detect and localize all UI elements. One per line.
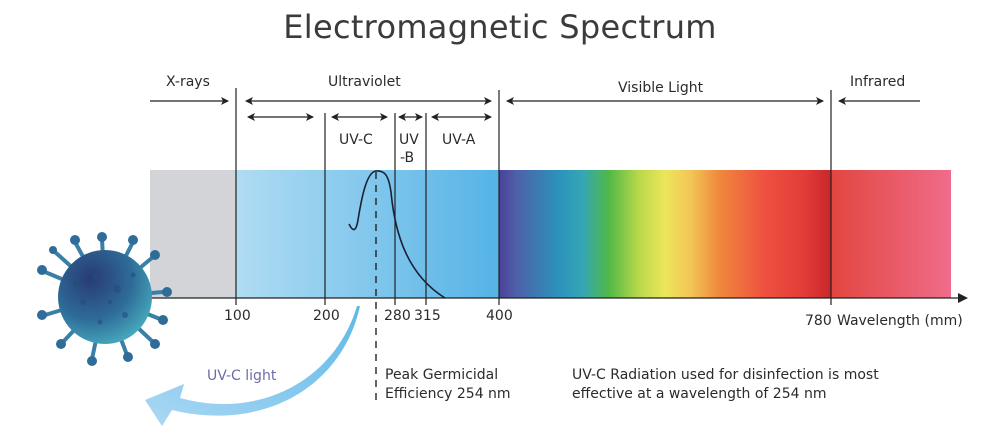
uvc-light-label: UV-C light (207, 368, 277, 384)
ultraviolet-label: Ultraviolet (328, 74, 401, 90)
tick-280: 280 (384, 308, 411, 324)
tick-780: 780 (805, 313, 832, 329)
virus-icon (37, 232, 172, 366)
uv-band (236, 170, 499, 298)
tick-315: 315 (414, 308, 441, 324)
infrared-band (831, 170, 951, 298)
uva-label: UV-A (442, 132, 476, 148)
tick-400: 400 (486, 308, 513, 324)
visible-light-label: Visible Light (618, 80, 704, 96)
xrays-label: X-rays (166, 74, 210, 90)
axis-arrow-icon (958, 293, 968, 303)
infrared-label: Infrared (850, 74, 906, 90)
uvb-label-line1: UV (399, 132, 419, 148)
diagram-title: Electromagnetic Spectrum (283, 8, 717, 46)
uvc-light-arrow-icon (145, 306, 360, 426)
uvc-label: UV-C (339, 132, 373, 148)
uvb-label-line2: -B (400, 150, 415, 166)
tick-200: 200 (313, 308, 340, 324)
visible-band (499, 170, 831, 298)
xray-band (150, 170, 236, 298)
peak-germicidal-note: Peak Germicidal Efficiency 254 nm (385, 367, 511, 402)
disinfection-note: UV-C Radiation used for disinfection is … (572, 367, 879, 402)
axis-label: Wavelength (mm) (837, 313, 963, 329)
germicidal-curve (348, 170, 446, 299)
tick-100: 100 (224, 308, 251, 324)
